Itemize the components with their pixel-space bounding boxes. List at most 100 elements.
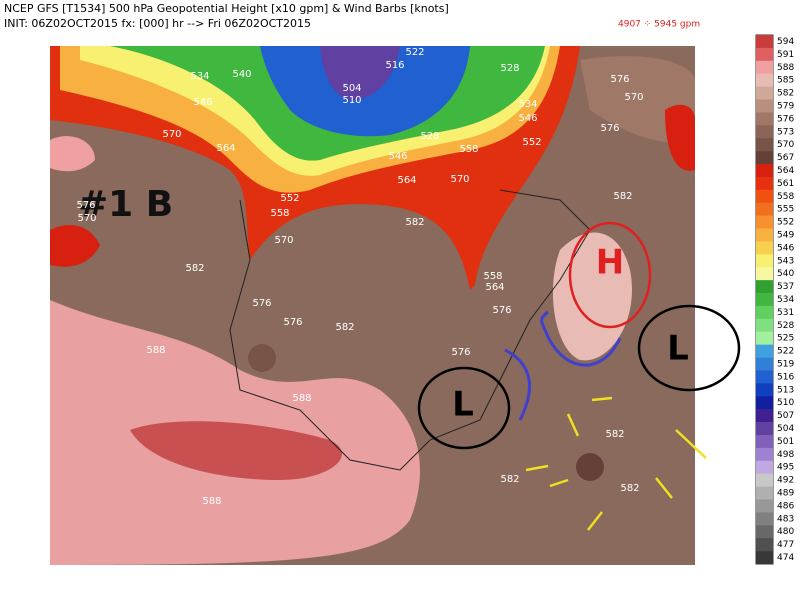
colorbar-swatch: [756, 280, 773, 294]
contour-label: 528: [500, 63, 519, 74]
contour-label: 564: [485, 282, 504, 293]
colorbar-swatch: [756, 525, 773, 539]
colorbar-label: 570: [777, 140, 794, 150]
colorbar-label: 501: [777, 437, 794, 447]
colorbar-swatch: [756, 267, 773, 281]
colorbar-swatch: [756, 344, 773, 358]
contour-label: 576: [492, 305, 511, 316]
low-label: L: [452, 385, 474, 425]
colorbar-swatch: [756, 460, 773, 474]
colorbar-swatch: [756, 357, 773, 371]
colorbar-swatch: [756, 86, 773, 100]
colorbar-swatch: [756, 202, 773, 216]
colorbar-label: 480: [777, 527, 794, 537]
contour-label: 582: [405, 217, 424, 228]
colorbar-swatch: [756, 60, 773, 75]
contour-label: 522: [405, 47, 424, 58]
contour-label: 582: [613, 191, 632, 202]
colorbar-label: 573: [777, 127, 794, 137]
colorbar-label: 585: [777, 76, 794, 86]
colorbar-label: 549: [777, 230, 794, 240]
colorbar-swatch: [756, 473, 773, 487]
colorbar-swatch: [756, 538, 773, 552]
colorbar-swatch: [756, 551, 773, 565]
contour-label: 510: [342, 95, 361, 106]
contour-label: 582: [185, 263, 204, 274]
colorbar-label: 525: [777, 334, 794, 344]
colorbar-label: 498: [777, 450, 794, 460]
high-label: H: [596, 243, 624, 283]
contour-label: 552: [280, 193, 299, 204]
colorbar-label: 510: [777, 398, 794, 408]
contour-label: 546: [518, 113, 537, 124]
contour-label: 570: [274, 235, 293, 246]
contour-label: 576: [600, 123, 619, 134]
colorbar-swatch: [756, 331, 773, 345]
colorbar-label: 558: [777, 192, 794, 202]
colorbar-label: 504: [777, 424, 794, 434]
colorbar-label: 588: [777, 63, 794, 73]
colorbar-swatch: [756, 151, 773, 165]
map-background: [50, 46, 695, 565]
colorbar-label: 531: [777, 308, 794, 318]
colorbar-label: 519: [777, 360, 794, 370]
colorbar-label: 492: [777, 476, 794, 486]
colorbar-label: 507: [777, 411, 794, 421]
colorbar-label: 516: [777, 372, 794, 382]
colorbar-swatch: [756, 486, 773, 500]
contour-label: 558: [459, 144, 478, 155]
colorbar-label: 564: [777, 166, 794, 176]
contour-label: 576: [76, 200, 95, 211]
contour-label: 582: [500, 474, 519, 485]
colorbar-label: 567: [777, 153, 794, 163]
colorbar-swatch: [756, 305, 773, 320]
colorbar-label: 474: [777, 553, 794, 563]
colorbar-swatch: [756, 189, 773, 204]
colorbar-swatch: [756, 293, 773, 307]
colorbar-label: 582: [777, 89, 794, 99]
colorbar-label: 543: [777, 256, 794, 266]
colorbar-swatch: [756, 254, 773, 268]
contour-label: 546: [193, 97, 212, 108]
colorbar-label: 483: [777, 514, 794, 524]
colorbar-swatch: [756, 35, 773, 49]
colorbar-swatch: [756, 447, 773, 462]
contour-label: 570: [624, 92, 643, 103]
colorbar-label: 513: [777, 385, 794, 395]
colorbar-swatch: [756, 422, 773, 436]
colorbar-swatch: [756, 47, 773, 62]
contour-label: 558: [270, 208, 289, 219]
colorbar-label: 552: [777, 218, 794, 228]
colorbar-swatch: [756, 499, 773, 513]
contour-label: 588: [146, 345, 165, 356]
contour-label: 558: [483, 271, 502, 282]
colorbar-swatch: [756, 512, 773, 526]
header-title: NCEP GFS [T1534] 500 hPa Geopotential He…: [4, 2, 449, 15]
colorbar-swatch: [756, 241, 773, 255]
contour-label: 582: [605, 429, 624, 440]
header-init: INIT: 06Z02OCT2015 fx: [000] hr --> Fri …: [4, 17, 311, 30]
colorbar-swatch: [756, 409, 773, 423]
colorbar-label: 594: [777, 37, 794, 47]
contour-label: 576: [451, 347, 470, 358]
contour-label: 528: [420, 131, 439, 142]
contour-label: 576: [283, 317, 302, 328]
colorbar-swatch: [756, 215, 773, 229]
contour-label: 582: [335, 322, 354, 333]
colorbar-swatch: [756, 396, 773, 410]
colorbar-swatch: [756, 383, 773, 397]
colorbar-swatch: [756, 228, 773, 242]
annotation-shapes: [417, 221, 741, 531]
contour-label: 570: [450, 174, 469, 185]
contour-label: 504: [342, 83, 361, 94]
colorbar-swatch: [756, 318, 773, 333]
header-range: 4907 ⁘ 5945 gpm: [618, 20, 700, 30]
contour-label: 534: [518, 99, 537, 110]
colorbar-label: 540: [777, 269, 794, 279]
colorbar-label: 555: [777, 205, 794, 215]
colorbar-label: 576: [777, 114, 794, 124]
colorbar-swatch: [756, 164, 773, 178]
contour-label: 534: [190, 71, 209, 82]
